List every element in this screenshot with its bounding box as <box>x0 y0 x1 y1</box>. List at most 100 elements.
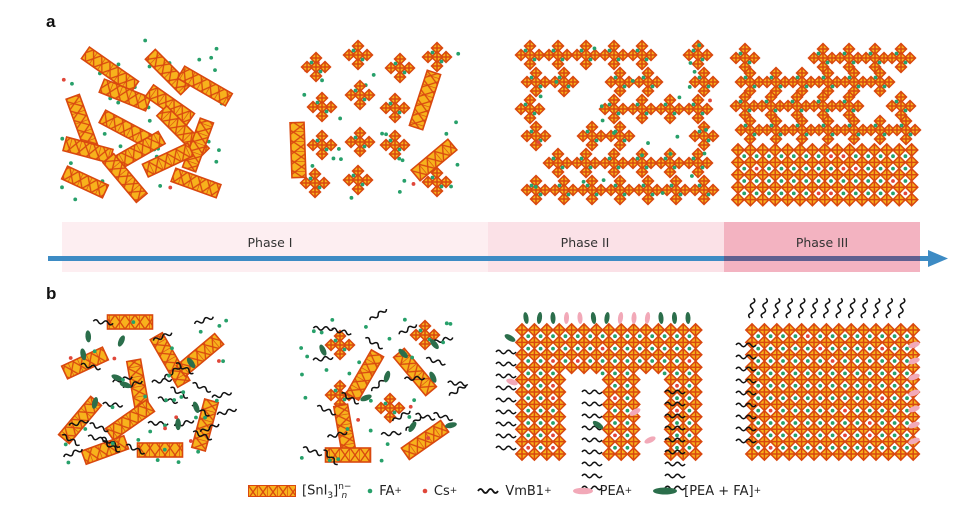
pea-cation <box>617 312 624 324</box>
fa-cation <box>526 334 531 339</box>
octahedron <box>351 173 365 187</box>
vmb1-molecule <box>822 297 831 319</box>
octahedron <box>557 183 571 197</box>
octahedron <box>881 347 896 363</box>
fa-cation <box>102 131 107 136</box>
fa-cation <box>353 135 358 140</box>
octahedron <box>688 409 703 425</box>
octahedron <box>854 142 870 158</box>
fa-cation <box>767 179 771 183</box>
octahedron <box>594 183 608 197</box>
octahedron <box>893 434 909 449</box>
fa-cation <box>752 132 757 137</box>
fa-cation <box>805 371 810 376</box>
fa-cation <box>866 154 871 159</box>
octahedron <box>601 397 617 412</box>
octahedron <box>780 155 795 170</box>
octahedron <box>650 183 664 197</box>
vmb1-molecule <box>664 425 686 431</box>
octahedron <box>688 397 703 412</box>
octahedron <box>794 347 809 363</box>
fa-cation <box>756 334 761 339</box>
fa-cation <box>164 398 168 403</box>
fa-cation <box>303 395 308 400</box>
fa-cation <box>650 192 655 197</box>
fa-cation <box>63 442 68 447</box>
octahedron <box>805 155 820 170</box>
octahedron <box>539 322 555 338</box>
fa-cation <box>905 396 909 401</box>
octahedron <box>430 50 444 64</box>
octahedron <box>333 338 347 352</box>
octahedron <box>856 335 871 350</box>
octahedron <box>539 359 555 375</box>
fa-cation <box>769 75 774 80</box>
fa-cation <box>768 433 773 438</box>
fa-cation <box>829 166 833 171</box>
fa-cation <box>538 445 543 450</box>
octahedron <box>817 167 833 183</box>
octahedron <box>893 446 909 462</box>
cs-cation <box>613 396 617 401</box>
fa-cation <box>622 138 627 143</box>
fa-cation <box>360 182 365 187</box>
octahedron <box>427 328 441 342</box>
vmb1-molecule <box>164 365 182 378</box>
octahedron <box>769 335 785 350</box>
fa-cation <box>588 334 593 339</box>
octahedron <box>626 421 641 437</box>
fa-cation <box>315 138 320 143</box>
fa-cation <box>538 396 543 401</box>
fa-cation <box>147 64 152 69</box>
octahedron <box>688 359 703 375</box>
octahedron <box>769 123 783 137</box>
octahedron <box>626 335 641 350</box>
fa-cation <box>706 84 711 89</box>
fa-cation <box>756 383 761 388</box>
octahedron <box>601 409 617 425</box>
octahedron <box>353 79 367 93</box>
fa-cation <box>625 383 630 388</box>
fa-cation <box>315 100 320 105</box>
octahedron <box>309 69 323 83</box>
vmb1-molecule <box>860 297 869 319</box>
fa-cation <box>866 166 871 171</box>
octahedron <box>757 359 772 375</box>
vmb1-molecule <box>341 392 360 405</box>
octahedron <box>388 92 402 106</box>
sni3-chain <box>392 347 438 397</box>
fa-cation <box>179 395 184 399</box>
octahedron <box>868 397 884 412</box>
octahedron <box>638 347 654 363</box>
fa-cation <box>397 147 402 152</box>
octahedron <box>635 165 649 179</box>
octahedron <box>641 75 655 89</box>
octahedron <box>353 135 367 149</box>
fa-cation <box>742 166 747 171</box>
octahedron <box>867 142 882 158</box>
octahedron <box>891 179 907 195</box>
pea-fa-complex <box>504 334 516 342</box>
fa-cation <box>331 156 336 161</box>
octahedron <box>806 322 822 338</box>
cs-cation <box>880 396 885 401</box>
fa-cation <box>880 433 885 438</box>
octahedron <box>613 372 629 387</box>
octahedron <box>843 421 859 437</box>
octahedron <box>439 175 453 189</box>
fa-cation <box>607 102 612 107</box>
pea-cation <box>629 408 641 416</box>
octahedron <box>393 70 407 84</box>
fa-cation <box>637 346 642 351</box>
octahedron <box>806 397 822 412</box>
pea-cation <box>908 421 920 429</box>
fa-cation <box>867 445 872 450</box>
fa-cation <box>738 99 743 104</box>
octahedron <box>557 66 571 80</box>
fa-cation <box>523 48 528 53</box>
octahedron <box>755 142 771 158</box>
fa-cation <box>880 445 885 450</box>
phase-iii-band <box>724 222 920 272</box>
octahedron <box>767 155 783 170</box>
cs-cation <box>843 408 847 413</box>
